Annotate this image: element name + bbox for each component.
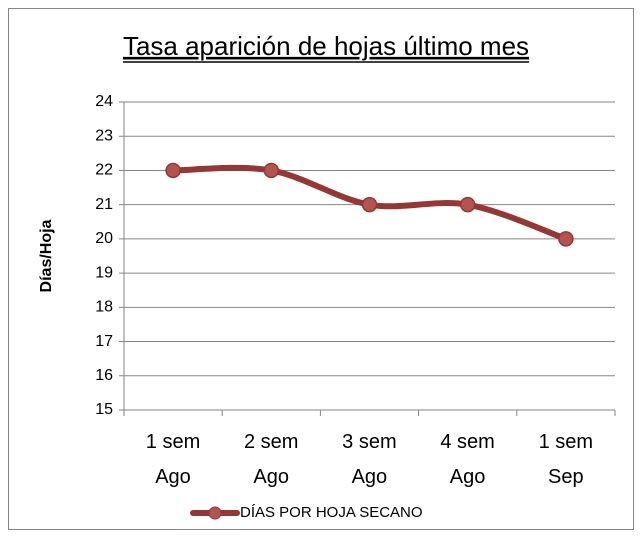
marker [459, 196, 476, 213]
y-tick-label: 16 [95, 367, 113, 384]
x-tick-label: 3 sem Ago [342, 431, 397, 488]
marker [558, 231, 574, 247]
chart-frame [8, 8, 634, 530]
y-tick-label: 18 [95, 299, 113, 316]
x-tick-label: 4 sem Ago [440, 431, 495, 488]
marker [263, 162, 280, 179]
chart-title: Tasa aparición de hojas último mes [123, 31, 529, 61]
legend-marker [208, 506, 222, 520]
x-tick-label: 2 sem Ago [243, 431, 299, 488]
y-tick-label: 24 [95, 93, 113, 110]
x-tick-label: 1 sem Ago [145, 431, 201, 488]
marker [165, 162, 181, 179]
marker [361, 196, 378, 213]
y-tick-label: 21 [95, 196, 113, 213]
x-tick-label: 1 sem Sep [538, 431, 594, 488]
y-tick-label: 19 [95, 264, 113, 281]
y-tick-label: 23 [95, 127, 113, 144]
y-tick-label: 22 [95, 162, 113, 179]
y-tick-label: 15 [95, 401, 113, 418]
y-tick-label: 17 [95, 333, 113, 350]
y-axis-label: Días/Hoja [38, 219, 55, 292]
y-tick-label: 20 [95, 230, 113, 247]
legend-label: DÍAS POR HOJA SECANO [240, 504, 423, 521]
